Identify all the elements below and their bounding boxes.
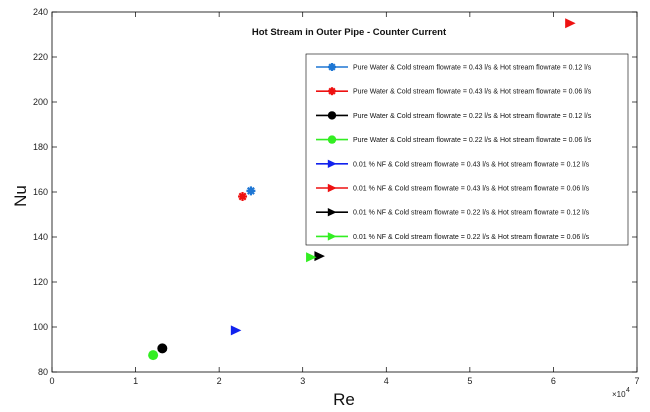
data-point-core xyxy=(248,188,254,194)
data-point xyxy=(306,252,317,263)
legend-marker xyxy=(327,159,337,168)
x-tick-label: 2 xyxy=(217,376,222,386)
legend-box xyxy=(305,53,629,246)
data-point xyxy=(157,343,168,354)
chart-title: Hot Stream in Outer Pipe - Counter Curre… xyxy=(252,27,447,38)
y-tick-label: 120 xyxy=(33,277,48,287)
data-point xyxy=(314,251,325,262)
y-tick-label: 180 xyxy=(33,142,48,152)
legend-marker-core xyxy=(330,89,334,94)
data-point-core xyxy=(240,194,245,199)
y-tick-label: 200 xyxy=(33,97,48,107)
legend-marker xyxy=(328,63,336,71)
y-tick-label: 220 xyxy=(33,52,48,62)
legend-entry: 0.01 % NF & Cold stream flowrate = 0.22 … xyxy=(353,234,590,241)
x-axis-label: Re xyxy=(333,390,355,409)
y-tick-label: 240 xyxy=(33,7,48,17)
x-tick-label: 4 xyxy=(384,376,389,386)
data-point xyxy=(230,325,242,336)
data-point xyxy=(246,186,256,196)
x-tick-label: 5 xyxy=(467,376,472,386)
legend-marker-core xyxy=(330,65,334,69)
legend-marker xyxy=(327,232,337,241)
x-tick-label: 6 xyxy=(551,376,556,386)
x-tick-label: 7 xyxy=(634,376,639,386)
y-tick-label: 100 xyxy=(33,322,48,332)
y-axis: 80 100 120 140 160 180 200 220 240 xyxy=(33,7,637,377)
x-tick-label: 0 xyxy=(49,376,54,386)
y-tick-label: 140 xyxy=(33,232,48,242)
legend-entry: Pure Water & Cold stream flowrate = 0.43… xyxy=(353,65,592,72)
y-axis-label: Nu xyxy=(11,185,30,207)
legend: Pure Water & Cold stream flowrate = 0.43… xyxy=(316,63,592,241)
legend-entry: Pure Water & Cold stream flowrate = 0.22… xyxy=(353,137,592,144)
data-points xyxy=(148,18,576,361)
x-tick-label: 1 xyxy=(133,376,138,386)
x-tick-label: 3 xyxy=(300,376,305,386)
legend-marker xyxy=(328,87,336,96)
x-exponent-base: ×10 xyxy=(612,390,626,399)
x-axis: 0 1 2 3 4 5 6 7 xyxy=(49,12,640,386)
legend-entry: 0.01 % NF & Cold stream flowrate = 0.43 … xyxy=(353,186,590,193)
data-point xyxy=(565,18,576,29)
legend-entry: Pure Water & Cold stream flowrate = 0.43… xyxy=(353,89,592,96)
data-point xyxy=(148,350,159,361)
legend-entry: 0.01 % NF & Cold stream flowrate = 0.22 … xyxy=(353,210,590,217)
legend-marker xyxy=(327,135,337,144)
data-point xyxy=(238,192,248,201)
legend-marker xyxy=(327,111,337,120)
y-tick-label: 160 xyxy=(33,187,48,197)
legend-entry: Pure Water & Cold stream flowrate = 0.22… xyxy=(353,113,592,120)
y-tick-label: 80 xyxy=(38,367,48,377)
legend-marker xyxy=(327,208,337,217)
x-exponent-power: 4 xyxy=(626,387,630,394)
x-exponent: ×10 4 xyxy=(612,387,630,399)
legend-marker xyxy=(327,183,337,193)
legend-entry: 0.01 % NF & Cold stream flowrate = 0.43 … xyxy=(353,161,590,168)
